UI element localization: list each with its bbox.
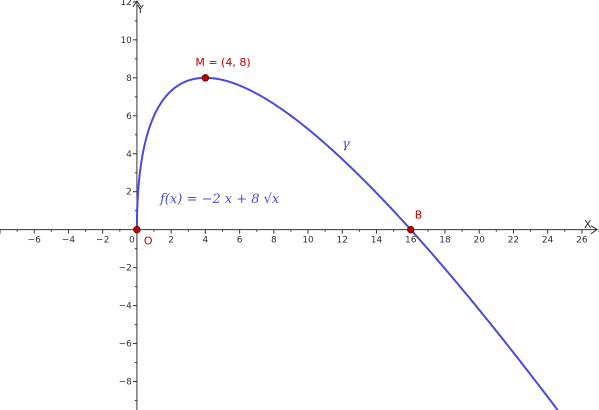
x-tick-label: 6 [237,236,243,246]
y-tick-label: −8 [119,378,133,388]
y-tick-label: −2 [119,264,132,274]
x-tick-label: 8 [271,236,277,246]
x-tick-label: 4 [203,236,209,246]
curve-gamma [135,76,559,410]
point-o [133,225,141,234]
x-tick-label: 0 [129,236,135,246]
x-tick-label: −2 [96,236,109,246]
tick-marks [0,1,599,402]
curve-name: γ [342,137,350,152]
x-tick-label: 18 [439,236,451,246]
x-tick-label: 14 [371,236,383,246]
point-label: B [415,209,423,222]
x-tick-label: 20 [473,236,485,246]
x-tick-label: 2 [168,236,174,246]
y-axis-name: Y [136,3,144,16]
x-tick-label: 12 [337,236,348,246]
tick-labels: −6 −4 −2 0 2 4 6 8 10 12 14 16 18 20 22 24 26−8−6−4−2246… [28,0,588,388]
x-tick-label: −4 [62,236,76,246]
x-axis-name: X [584,218,592,231]
y-tick-label: 8 [126,74,132,84]
point-label: M = (4, 8) [195,56,250,69]
y-tick-label: 6 [126,112,132,122]
x-tick-label: 24 [542,236,554,246]
formula-label: f(x) = −2 x + 8 √x [159,192,280,207]
x-tick-label: 26 [576,236,588,246]
point-m [201,74,210,82]
y-axis-arrow [132,0,142,8]
y-tick-label: 4 [126,150,132,160]
y-tick-label: 10 [120,36,132,46]
x-tick-label: 16 [405,236,417,246]
x-axis-arrow [590,225,598,235]
x-tick-label: 10 [302,236,314,246]
x-tick-label: 22 [508,236,519,246]
y-tick-label: 12 [120,0,131,8]
curves [135,76,559,410]
y-tick-label: 2 [126,188,132,198]
points: O M = (4, 8) B [133,56,423,248]
point-label: O [144,235,153,248]
x-tick-label: −6 [28,236,42,246]
point-b [407,225,415,234]
y-tick-label: −4 [119,302,133,312]
y-tick-label: −6 [119,340,133,350]
